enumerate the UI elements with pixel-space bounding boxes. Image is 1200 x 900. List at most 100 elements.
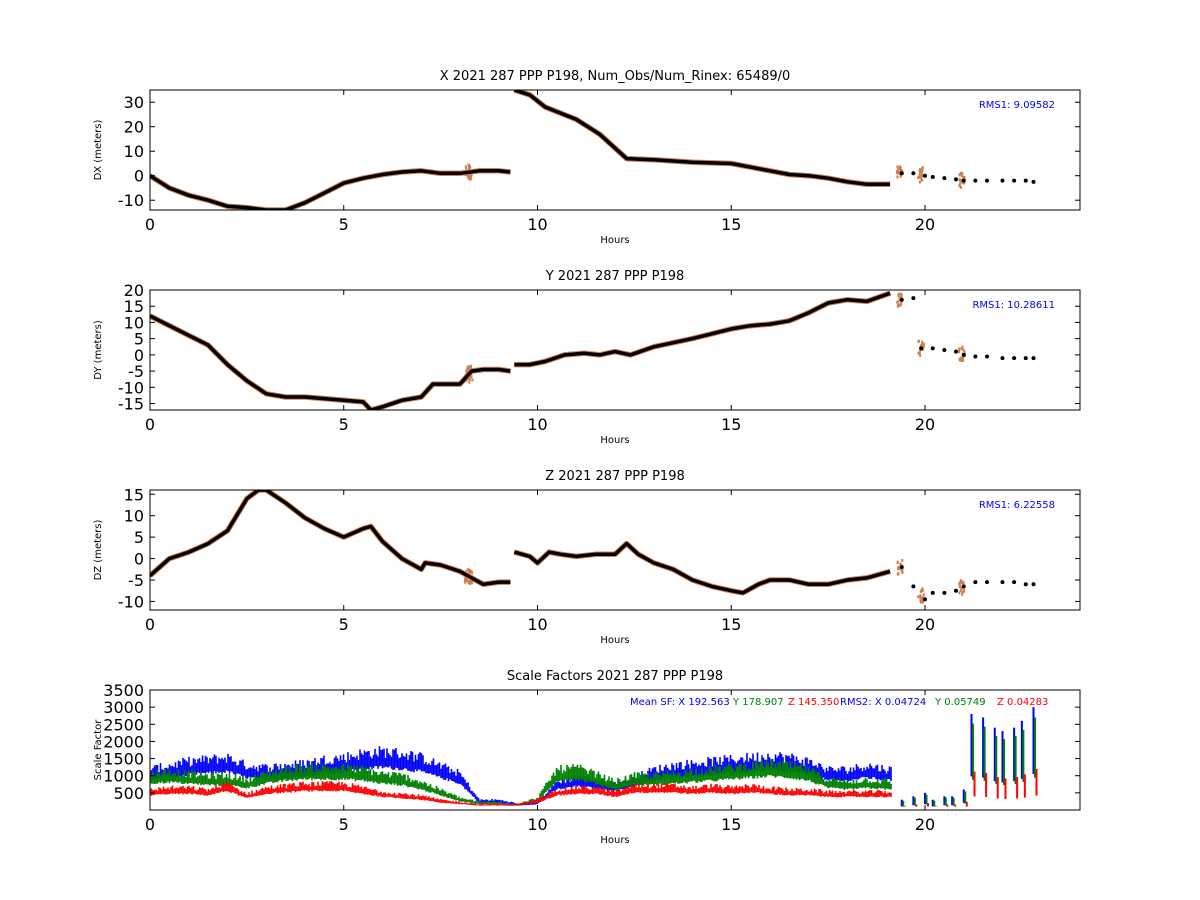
error-mark <box>918 350 921 354</box>
error-mark <box>899 174 902 178</box>
x-tick-label: 10 <box>527 615 547 634</box>
y-tick-label: -5 <box>128 571 144 590</box>
error-mark <box>896 175 899 179</box>
error-mark <box>961 592 964 596</box>
data-point <box>942 590 947 595</box>
error-mark <box>470 569 473 573</box>
error-mark <box>963 181 966 185</box>
x-tick-label: 5 <box>339 215 349 234</box>
x-axis-label: Hours <box>600 235 629 246</box>
data-point <box>1000 356 1005 361</box>
error-mark <box>921 174 924 178</box>
x-tick-label: 20 <box>915 415 935 434</box>
plot-area <box>150 290 1036 410</box>
series-Z <box>150 781 892 806</box>
y-tick-label: -5 <box>128 362 144 381</box>
data-point <box>899 297 904 302</box>
error-mark <box>958 173 961 177</box>
error-mark <box>918 175 921 179</box>
error-mark <box>960 358 963 362</box>
error-mark <box>921 342 924 346</box>
x-tick-label: 10 <box>527 415 547 434</box>
error-mark <box>900 302 903 306</box>
data-point <box>1012 580 1017 585</box>
x-tick-label: 20 <box>915 615 935 634</box>
error-mark <box>470 375 473 379</box>
error-mark <box>919 593 922 597</box>
data-point <box>1000 580 1005 585</box>
error-mark <box>467 365 470 369</box>
data-point <box>911 296 916 301</box>
data-point <box>923 597 927 602</box>
error-mark <box>922 342 925 346</box>
data-point <box>961 352 966 357</box>
data-point <box>985 580 989 585</box>
plot-area <box>150 90 1036 210</box>
data-trace <box>514 291 891 367</box>
rms-annotation: RMS1: 9.09582 <box>979 100 1055 111</box>
error-mark <box>958 591 961 595</box>
error-mark <box>469 377 472 381</box>
error-mark <box>470 365 473 369</box>
error-mark <box>463 577 466 581</box>
error-mark <box>921 343 924 347</box>
y-tick-label: 2500 <box>103 715 144 734</box>
error-mark <box>898 167 901 171</box>
error-mark <box>899 166 902 170</box>
error-mark <box>468 582 471 586</box>
y-tick-label: -10 <box>118 378 144 397</box>
error-mark <box>920 600 923 604</box>
y-tick-label: 15 <box>124 297 144 316</box>
x-tick-label: 15 <box>721 615 741 634</box>
data-point <box>985 178 989 183</box>
error-mark <box>897 300 900 304</box>
error-mark <box>958 347 961 351</box>
error-mark <box>918 169 921 173</box>
data-point <box>911 171 916 176</box>
error-band <box>513 90 891 188</box>
x-tick-label: 20 <box>915 215 935 234</box>
error-mark <box>958 583 961 587</box>
error-mark <box>899 303 902 307</box>
x-tick-label: 10 <box>527 815 547 834</box>
data-point <box>1012 356 1017 361</box>
data-trace <box>513 541 891 595</box>
data-point <box>942 348 947 352</box>
rms-annotation: RMS1: 10.28611 <box>972 300 1055 311</box>
error-mark <box>467 581 470 585</box>
y-tick-label: 5 <box>134 330 144 349</box>
data-point <box>930 346 935 351</box>
y-axis-label: DX (meters) <box>93 119 104 180</box>
error-mark <box>468 165 471 169</box>
error-mark <box>468 570 471 574</box>
x-tick-label: 0 <box>145 615 155 634</box>
error-mark <box>961 590 964 594</box>
x-tick-label: 0 <box>145 215 155 234</box>
y-tick-label: -10 <box>118 592 144 611</box>
panel-title: Y 2021 287 PPP P198 <box>545 269 685 284</box>
x-tick-label: 15 <box>721 415 741 434</box>
error-mark <box>920 170 923 174</box>
error-mark <box>468 174 471 178</box>
y-tick-label: 20 <box>124 281 144 300</box>
x-tick-label: 15 <box>721 815 741 834</box>
error-mark <box>899 168 902 172</box>
axes-frame <box>149 289 1081 411</box>
error-mark <box>958 581 961 585</box>
y-tick-label: -10 <box>118 191 144 210</box>
axes-frame <box>149 489 1081 611</box>
error-mark <box>900 169 903 173</box>
error-mark <box>898 171 901 175</box>
error-mark <box>959 179 962 183</box>
error-mark <box>896 165 899 169</box>
data-point <box>1000 178 1005 183</box>
scale-annotation: Z 145.350 <box>788 697 839 708</box>
error-mark <box>961 581 964 585</box>
y-tick-label: 1000 <box>103 767 144 786</box>
error-mark <box>468 177 471 181</box>
data-point <box>1023 356 1028 361</box>
data-point <box>1031 356 1036 361</box>
